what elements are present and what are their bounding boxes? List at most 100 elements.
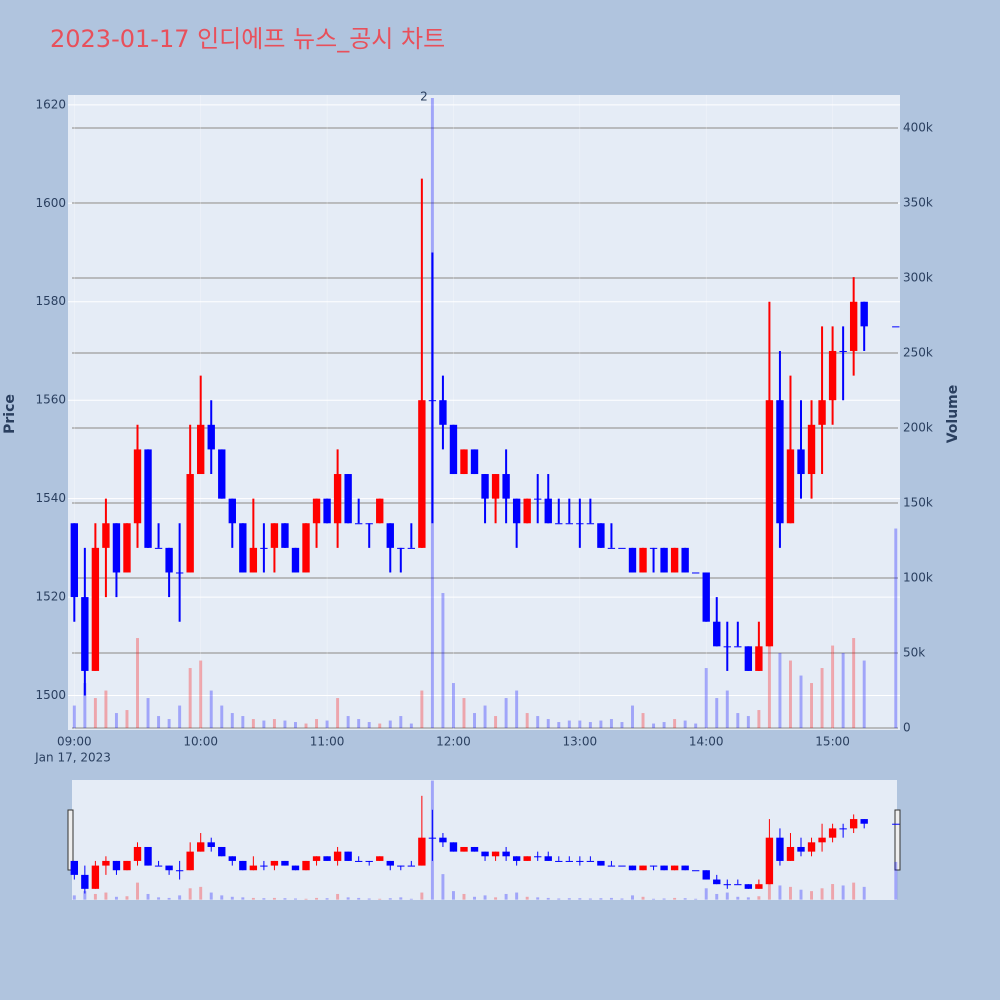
candle-body: [207, 424, 215, 450]
volume-bar: [146, 698, 150, 729]
volume-bar: [399, 716, 403, 729]
range-candle-body: [860, 819, 868, 824]
candle-body: [70, 523, 79, 598]
volume-bar: [357, 719, 361, 729]
candle-body: [428, 400, 437, 402]
volume-bar: [272, 719, 276, 729]
range-volume-bar: [325, 898, 329, 900]
range-candle-body: [91, 865, 100, 889]
range-volume-bar: [451, 891, 455, 900]
range-volume-bar: [767, 879, 771, 900]
volume-bar: [515, 690, 519, 729]
candle-body: [670, 547, 679, 573]
range-candle-body: [365, 860, 373, 862]
candle-body: [249, 547, 258, 573]
range-volume-bar: [515, 892, 519, 900]
range-candle-body: [354, 860, 363, 862]
y2-tick-label: 200k: [903, 421, 933, 435]
range-handle[interactable]: [67, 809, 74, 871]
range-volume-bar: [125, 896, 129, 900]
range-volume-bar: [388, 898, 392, 900]
volume-bar: [157, 716, 161, 729]
range-volume-bar: [262, 898, 266, 900]
range-volume-bar: [220, 895, 224, 900]
volume-bar: [304, 723, 308, 729]
candle-body: [628, 547, 637, 573]
range-volume-bar: [336, 893, 340, 900]
candle-body: [565, 523, 573, 525]
range-volume-bar: [283, 898, 287, 900]
range-candle-body: [154, 865, 163, 867]
volume-bar: [536, 716, 540, 729]
volume-bar: [483, 705, 487, 729]
candle-body: [281, 523, 289, 548]
volume-bar: [767, 623, 771, 729]
range-handle[interactable]: [894, 809, 901, 871]
candle-body: [544, 498, 552, 524]
volume-bar: [820, 668, 824, 729]
candle-body: [523, 498, 531, 524]
range-volume-bar: [157, 897, 161, 900]
candle-body: [81, 597, 89, 671]
range-volume-bar: [757, 896, 761, 900]
range-candle-body: [692, 870, 700, 872]
volume-bar: [199, 660, 203, 729]
candle-body: [491, 474, 500, 499]
volume-bar: [294, 722, 297, 729]
candle-body: [365, 523, 373, 525]
range-volume-bar: [673, 897, 677, 900]
volume-bar: [715, 698, 719, 729]
candle-body: [807, 424, 816, 475]
candle-body: [418, 400, 426, 548]
range-candle-body: [502, 851, 510, 857]
volume-bar: [167, 719, 171, 729]
range-volume-bar: [114, 896, 118, 900]
range-candle-body: [197, 842, 205, 852]
range-candle-body: [670, 865, 679, 871]
range-candle-body: [102, 860, 110, 866]
candle-body: [260, 547, 268, 549]
range-volume-bar: [810, 891, 814, 900]
volume-bar: [746, 716, 750, 729]
y-tick-label: 1520: [35, 590, 66, 604]
range-volume-bar: [778, 885, 782, 900]
y2-tick-label: 100k: [903, 571, 933, 585]
range-volume-bar: [473, 896, 476, 900]
range-volume-bar: [178, 895, 182, 900]
candle-body: [186, 474, 194, 573]
range-volume-bar: [294, 898, 297, 900]
volume-bar: [578, 720, 582, 729]
range-candle-body: [797, 846, 805, 852]
range-volume-bar: [725, 892, 729, 900]
candle-body: [154, 547, 163, 549]
range-slider[interactable]: [72, 780, 897, 900]
range-candle-body: [333, 851, 342, 861]
candle-body: [555, 523, 563, 525]
y-tick-label: 1600: [35, 196, 66, 210]
range-candle-body: [186, 851, 194, 871]
range-candle-body: [312, 856, 321, 861]
volume-bar: [336, 698, 340, 729]
range-volume-bar: [852, 882, 856, 900]
candle-body: [439, 400, 447, 425]
candle-body: [597, 523, 605, 548]
range-candle-body: [144, 846, 152, 866]
volume-bar: [641, 713, 645, 729]
y-tick-label: 1580: [35, 294, 66, 308]
volume-bar: [367, 722, 371, 729]
candle-body: [197, 424, 205, 475]
range-volume-bar: [188, 888, 192, 900]
range-volume-bar: [620, 898, 624, 900]
y2-tick-label: 50k: [903, 646, 925, 660]
range-candle-body: [512, 856, 521, 861]
candle-body: [639, 547, 647, 573]
candle-body: [460, 449, 468, 475]
range-candle-body: [470, 846, 479, 852]
range-candle-body: [207, 842, 215, 847]
range-candle-body: [281, 860, 289, 866]
volume-bar: [114, 713, 118, 729]
candle-body: [218, 449, 226, 499]
volume-bar: [378, 723, 382, 729]
range-candle-body: [702, 870, 710, 880]
volume-bar: [220, 705, 224, 729]
